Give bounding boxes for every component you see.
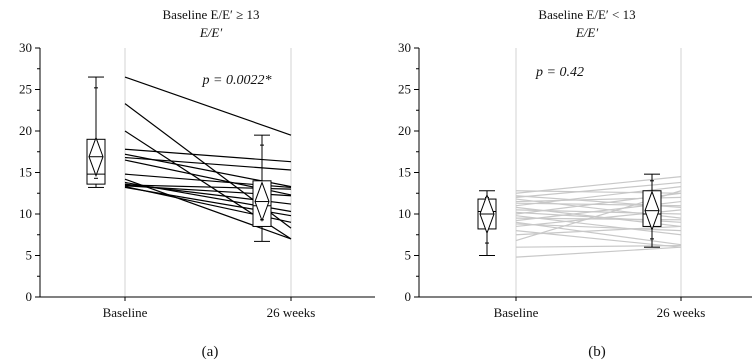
panel-b-subtitle: E/E′ <box>575 25 598 40</box>
panel-b-paired-line <box>515 221 682 246</box>
panel-b-title: Baseline E/E′ < 13 <box>538 7 635 22</box>
panel-b-p-value: p = 0.42 <box>535 65 584 80</box>
panel-b-y-tick-label: 0 <box>405 289 412 304</box>
panel-a-subtitle: E/E′ <box>199 25 222 40</box>
panel-b-y-tick-label: 15 <box>398 165 411 180</box>
panel-b-paired-line <box>515 181 682 198</box>
panel-b-x-tick-label: Baseline <box>494 305 539 320</box>
panel-b-boxplot-1 <box>477 190 497 256</box>
panel-a-y-tick-label: 10 <box>19 206 32 221</box>
panel-a-label: (a) <box>202 344 219 360</box>
panel-a-y-tick-label: 25 <box>19 82 32 97</box>
panel-a-y-tick-label: 30 <box>19 40 32 55</box>
panel-b-x-tick-label: 26 weeks <box>657 305 706 320</box>
panel-a-paired-line <box>124 148 292 163</box>
panel-a-boxplot-2 <box>252 134 272 242</box>
panel-b-paired-line <box>515 244 682 248</box>
panel-a-title: Baseline E/E′ ≥ 13 <box>163 7 260 22</box>
panel-b-paired-line <box>515 223 682 232</box>
panel-b-y-tick-label: 30 <box>398 40 411 55</box>
panel-b-boxplot-2 <box>642 173 662 248</box>
panel-a-y-tick-label: 5 <box>26 248 33 263</box>
panel-a-title-text: Baseline E/E′ ≥ 13 <box>163 7 260 22</box>
panel-b-y-tick-label: 20 <box>398 123 411 138</box>
panel-a-paired-line <box>124 76 292 136</box>
panel-b: Baseline E/E′ < 13 E/E′ p = 0.42 (b) 0 5 1… <box>398 7 752 360</box>
panel-a-paired-line <box>124 156 292 171</box>
panel-a-p-value: p = 0.0022* <box>202 73 272 88</box>
panel-a-boxplot-1 <box>86 76 106 188</box>
panel-b-paired-line <box>515 246 682 258</box>
panel-a-y-tick-label: 0 <box>26 289 33 304</box>
panel-b-y-tick-label: 10 <box>398 206 411 221</box>
panel-a-y-tick-label: 20 <box>19 123 32 138</box>
panel-b-paired-line <box>515 176 682 194</box>
panel-a-paired-line <box>124 178 292 240</box>
panel-b-y-tick-label: 25 <box>398 82 411 97</box>
panel-b-paired-line <box>515 186 682 207</box>
panel-a-y-tick-label: 15 <box>19 165 32 180</box>
panel-a-x-tick-label: Baseline <box>103 305 148 320</box>
panel-a: Baseline E/E′ ≥ 13 E/E′ p = 0.0022* (a) … <box>19 7 375 360</box>
panel-b-y-tick-label: 5 <box>405 248 412 263</box>
panel-b-paired-line <box>515 225 682 236</box>
panel-a-x-tick-label: 26 weeks <box>267 305 316 320</box>
panel-b-label: (b) <box>588 344 606 360</box>
